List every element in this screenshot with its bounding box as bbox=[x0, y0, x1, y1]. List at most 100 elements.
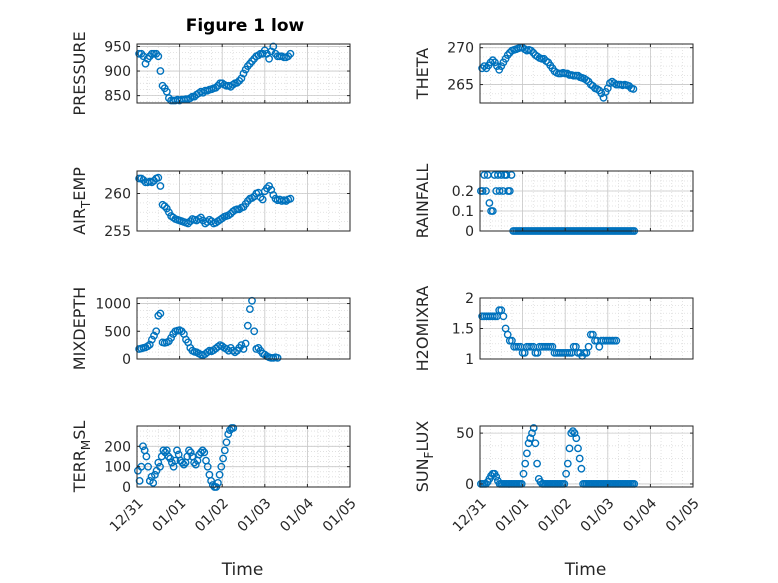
y-axis-label-main: TERR bbox=[70, 450, 89, 493]
data-point bbox=[219, 454, 228, 463]
data-point bbox=[185, 446, 193, 455]
data-point bbox=[164, 452, 173, 461]
data-point bbox=[184, 219, 193, 228]
data-point bbox=[222, 438, 231, 447]
y-tick-label: 0 bbox=[122, 352, 131, 368]
y-axis-label-main: PRESSURE bbox=[70, 31, 89, 115]
data-point bbox=[597, 89, 606, 98]
x-tick-label: 01/01 bbox=[150, 495, 190, 535]
data-point bbox=[562, 469, 570, 478]
x-tick-label: 01/04 bbox=[620, 495, 660, 535]
series-markers bbox=[135, 42, 295, 105]
minor-grid bbox=[136, 425, 351, 488]
tick-marks bbox=[479, 426, 694, 487]
data-point bbox=[497, 171, 506, 179]
y-axis-label: H2OMIXRA bbox=[413, 286, 432, 372]
data-point bbox=[150, 470, 159, 479]
x-tick-label: 01/02 bbox=[192, 495, 232, 535]
x-tick-label: 12/31 bbox=[107, 495, 147, 535]
data-point bbox=[229, 424, 238, 432]
y-axis-label-main: H2OMIXRA bbox=[413, 286, 432, 372]
x-tick-label: 01/03 bbox=[235, 495, 275, 535]
data-point bbox=[198, 446, 207, 455]
x-tick-label: 01/05 bbox=[663, 495, 703, 535]
x-tick-label: 01/01 bbox=[493, 495, 533, 535]
minor-grid bbox=[479, 426, 694, 487]
y-tick-label: 2 bbox=[465, 291, 474, 307]
data-point bbox=[211, 83, 220, 92]
data-point bbox=[215, 470, 224, 479]
y-tick-label: 500 bbox=[104, 324, 131, 340]
data-point bbox=[156, 309, 165, 318]
axes-frame bbox=[479, 425, 694, 488]
data-point bbox=[135, 476, 144, 485]
data-point bbox=[486, 58, 495, 67]
y-tick-label: 200 bbox=[104, 439, 131, 455]
data-point bbox=[173, 446, 181, 455]
data-point bbox=[159, 446, 168, 455]
data-point bbox=[144, 462, 153, 471]
data-point bbox=[480, 171, 489, 179]
data-point bbox=[505, 187, 514, 195]
data-point bbox=[572, 434, 581, 443]
y-tick-label: 0 bbox=[122, 480, 131, 496]
data-point bbox=[150, 331, 158, 340]
figure-title: Figure 1 low bbox=[186, 16, 305, 36]
data-point bbox=[258, 195, 267, 204]
x-tick-label: 01/02 bbox=[535, 495, 575, 535]
x-axis-label: Time bbox=[221, 560, 264, 580]
data-point bbox=[167, 333, 176, 342]
tick-marks bbox=[136, 426, 351, 488]
y-tick-label: 0 bbox=[465, 477, 474, 493]
y-tick-label: 1.5 bbox=[452, 322, 474, 338]
y-tick-label: 255 bbox=[104, 224, 131, 240]
y-tick-label: 270 bbox=[447, 41, 474, 57]
data-point bbox=[485, 199, 494, 207]
y-axis-label-subscript: F bbox=[422, 451, 436, 458]
subplot-sun_flux: 0 50 12/31 01/01 01/02 01/03 01/04 01/05 Time SUN… bbox=[413, 421, 703, 580]
data-point bbox=[523, 449, 531, 458]
data-point bbox=[265, 182, 273, 190]
subplot-mixdepth: 0 500 1000 MIXDEPTH bbox=[70, 287, 351, 370]
data-point bbox=[565, 444, 574, 453]
data-point bbox=[569, 427, 577, 435]
minor-grid bbox=[479, 170, 694, 232]
y-axis-label: TERRMSL bbox=[70, 421, 93, 494]
axes-frame bbox=[136, 425, 351, 488]
y-axis-label: SUNFLUX bbox=[413, 421, 436, 493]
y-tick-label: 50 bbox=[456, 426, 474, 442]
data-point bbox=[196, 448, 205, 457]
data-point bbox=[529, 424, 538, 432]
subplot-pressure: 850 900 950 PRESSURE bbox=[70, 31, 351, 116]
x-tick-label: 01/03 bbox=[578, 495, 618, 535]
subplot-terr_msl: 0 100 200 12/31 01/01 01/02 01/03 01/04 01/05 Tim… bbox=[70, 421, 360, 580]
data-point bbox=[147, 335, 156, 344]
y-tick-label: 0.1 bbox=[452, 204, 474, 220]
x-tick-label: 01/04 bbox=[277, 495, 317, 535]
data-point bbox=[478, 64, 486, 73]
data-point bbox=[217, 462, 226, 471]
data-point bbox=[480, 62, 489, 70]
y-tick-label: 100 bbox=[104, 460, 131, 476]
data-point bbox=[154, 458, 163, 467]
tick-marks bbox=[136, 44, 351, 103]
data-point bbox=[156, 67, 165, 75]
y-axis-label-subscript: M bbox=[79, 440, 93, 450]
tick-marks bbox=[479, 171, 694, 232]
y-axis-label-main: MIXDEPTH bbox=[70, 287, 89, 370]
series-markers bbox=[478, 43, 638, 102]
data-point bbox=[154, 173, 163, 182]
data-point bbox=[499, 312, 508, 321]
data-point bbox=[492, 472, 501, 481]
minor-grid bbox=[136, 298, 351, 360]
data-point bbox=[488, 207, 497, 215]
x-axis-label: Time bbox=[564, 560, 607, 580]
y-axis-label-main: RAINFALL bbox=[413, 164, 432, 239]
data-point bbox=[220, 446, 229, 455]
data-point bbox=[528, 429, 536, 437]
data-point bbox=[178, 458, 187, 467]
tick-marks bbox=[136, 171, 351, 232]
data-point bbox=[478, 187, 487, 195]
y-tick-label: 260 bbox=[104, 187, 131, 203]
data-point bbox=[250, 327, 259, 336]
